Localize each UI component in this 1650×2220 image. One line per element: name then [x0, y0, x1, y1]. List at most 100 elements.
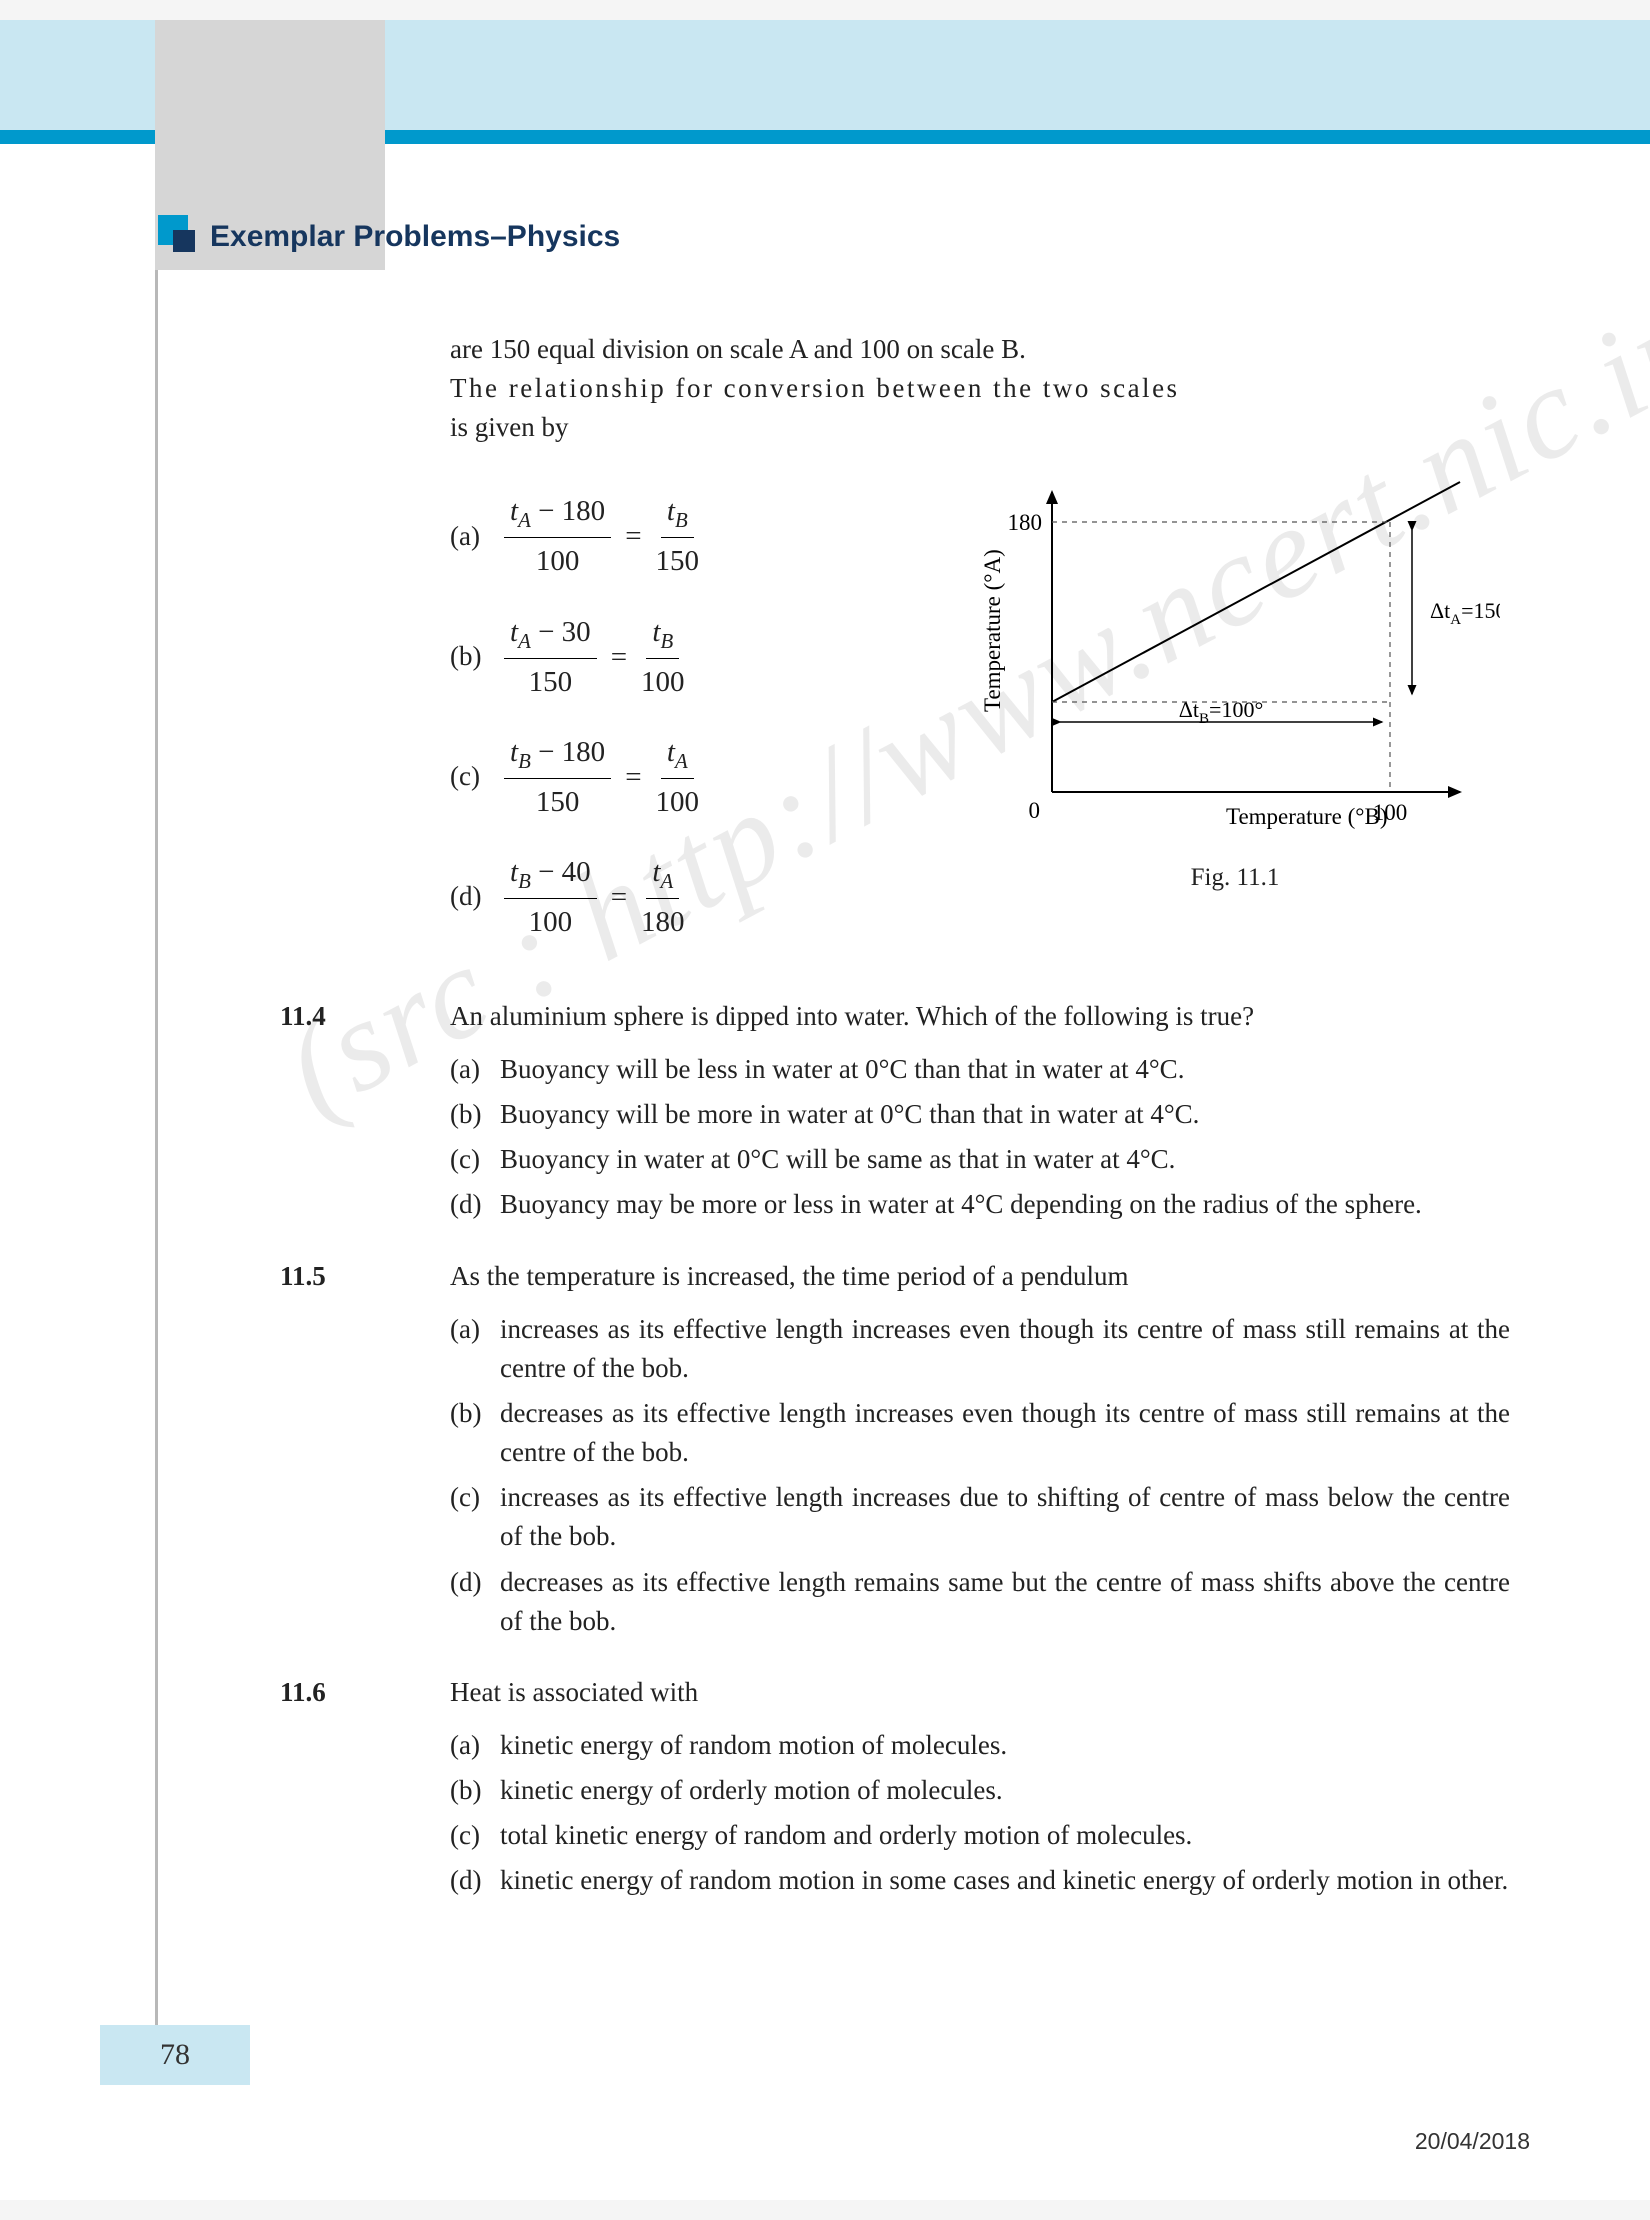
- question-11-5: 11.5 As the temperature is increased, th…: [280, 1257, 1510, 1647]
- page: Exemplar Problems–Physics (src : http://…: [0, 20, 1650, 2200]
- opt-label: (b): [450, 1095, 500, 1134]
- question-body: Heat is associated with (a)kinetic energ…: [450, 1673, 1510, 1907]
- opt-text: kinetic energy of random motion of molec…: [500, 1726, 1510, 1765]
- opt-b-sub2: B: [660, 628, 673, 652]
- opt-a-den2: 150: [656, 538, 700, 582]
- q115-opt-b: (b)decreases as its effective length inc…: [450, 1394, 1510, 1472]
- opt-text: Buoyancy will be less in water at 0°C th…: [500, 1050, 1510, 1089]
- opt-label: (c): [450, 1816, 500, 1855]
- question-stem: As the temperature is increased, the tim…: [450, 1257, 1510, 1296]
- opt-a-var2: t: [667, 495, 675, 527]
- q116-opt-a: (a)kinetic energy of random motion of mo…: [450, 1726, 1510, 1765]
- option-a-equation: tA − 180100 = tB150: [500, 490, 703, 582]
- opt-text: Buoyancy will be more in water at 0°C th…: [500, 1095, 1510, 1134]
- svg-text:Temperature (°B): Temperature (°B): [1226, 804, 1387, 829]
- option-b: (b) tA − 30150 = tB100: [450, 611, 960, 703]
- option-a-label: (a): [450, 517, 500, 556]
- opt-c-den2: 100: [656, 779, 700, 823]
- q114-opt-d: (d)Buoyancy may be more or less in water…: [450, 1185, 1510, 1224]
- opt-a-var1: t: [510, 495, 518, 527]
- opt-d-den2: 180: [641, 899, 685, 943]
- opt-a-den1: 100: [536, 538, 580, 582]
- option-c-label: (c): [450, 757, 500, 796]
- question-options: (a)kinetic energy of random motion of mo…: [450, 1726, 1510, 1901]
- svg-text:Temperature (°A): Temperature (°A): [980, 550, 1005, 713]
- q116-opt-c: (c)total kinetic energy of random and or…: [450, 1816, 1510, 1855]
- content-area: are 150 equal division on scale A and 10…: [280, 330, 1510, 1907]
- q116-opt-b: (b)kinetic energy of orderly motion of m…: [450, 1771, 1510, 1810]
- q114-opt-b: (b)Buoyancy will be more in water at 0°C…: [450, 1095, 1510, 1134]
- opt-label: (d): [450, 1563, 500, 1641]
- options-and-graph: (a) tA − 180100 = tB150 (b) tA − 30150 =…: [450, 472, 1510, 970]
- question-number: 11.4: [280, 997, 450, 1231]
- opt-c-var1: t: [510, 736, 518, 768]
- svg-text:0: 0: [1029, 798, 1041, 823]
- opt-a-sub1: A: [518, 508, 531, 532]
- intro-line1: are 150 equal division on scale A and 10…: [450, 330, 1510, 369]
- option-a: (a) tA − 180100 = tB150: [450, 490, 960, 582]
- opt-text: increases as its effective length increa…: [500, 1478, 1510, 1556]
- opt-label: (b): [450, 1394, 500, 1472]
- intro-line3: is given by: [450, 408, 1510, 447]
- temperature-graph: 1801000Temperature (°B)Temperature (°A)Δ…: [960, 472, 1500, 842]
- q113-options: (a) tA − 180100 = tB150 (b) tA − 30150 =…: [450, 472, 960, 970]
- opt-c-op1: − 180: [531, 736, 605, 768]
- option-b-label: (b): [450, 637, 500, 676]
- equals-icon: =: [625, 756, 641, 798]
- question-body: As the temperature is increased, the tim…: [450, 1257, 1510, 1647]
- equals-icon: =: [625, 515, 641, 557]
- opt-d-op1: − 40: [531, 856, 591, 888]
- opt-d-var1: t: [510, 856, 518, 888]
- opt-d-sub1: B: [518, 869, 531, 893]
- figure-caption: Fig. 11.1: [960, 860, 1510, 896]
- question-number: 11.6: [280, 1673, 450, 1907]
- q116-opt-d: (d)kinetic energy of random motion in so…: [450, 1861, 1510, 1900]
- footer-date: 20/04/2018: [1415, 2128, 1530, 2155]
- logo-square-navy: [173, 230, 195, 252]
- opt-text: increases as its effective length increa…: [500, 1310, 1510, 1388]
- question-11-6: 11.6 Heat is associated with (a)kinetic …: [280, 1673, 1510, 1907]
- option-c-equation: tB − 180150 = tA100: [500, 731, 703, 823]
- opt-c-sub2: A: [675, 748, 688, 772]
- question-11-4: 11.4 An aluminium sphere is dipped into …: [280, 997, 1510, 1231]
- question-stem: An aluminium sphere is dipped into water…: [450, 997, 1510, 1036]
- opt-a-sub2: B: [675, 508, 688, 532]
- equals-icon: =: [611, 636, 627, 678]
- question-number: 11.5: [280, 1257, 450, 1647]
- opt-a-op1: − 180: [531, 495, 605, 527]
- opt-label: (d): [450, 1861, 500, 1900]
- opt-label: (d): [450, 1185, 500, 1224]
- option-c: (c) tB − 180150 = tA100: [450, 731, 960, 823]
- opt-text: total kinetic energy of random and order…: [500, 1816, 1510, 1855]
- opt-label: (a): [450, 1310, 500, 1388]
- opt-c-den1: 150: [536, 779, 580, 823]
- question-stem: Heat is associated with: [450, 1673, 1510, 1712]
- opt-label: (c): [450, 1478, 500, 1556]
- q114-opt-a: (a)Buoyancy will be less in water at 0°C…: [450, 1050, 1510, 1089]
- header-title: Exemplar Problems–Physics: [210, 220, 620, 254]
- opt-c-sub1: B: [518, 748, 531, 772]
- opt-d-sub2: A: [660, 869, 673, 893]
- opt-d-den1: 100: [529, 899, 573, 943]
- option-d: (d) tB − 40100 = tA180: [450, 851, 960, 943]
- q115-opt-c: (c)increases as its effective length inc…: [450, 1478, 1510, 1556]
- opt-label: (a): [450, 1726, 500, 1765]
- q115-opt-a: (a)increases as its effective length inc…: [450, 1310, 1510, 1388]
- option-d-equation: tB − 40100 = tA180: [500, 851, 689, 943]
- q115-opt-d: (d)decreases as its effective length rem…: [450, 1563, 1510, 1641]
- equals-icon: =: [611, 876, 627, 918]
- opt-text: kinetic energy of orderly motion of mole…: [500, 1771, 1510, 1810]
- opt-b-op1: − 30: [531, 616, 591, 648]
- q114-opt-c: (c)Buoyancy in water at 0°C will be same…: [450, 1140, 1510, 1179]
- intro-line2: The relationship for conversion between …: [450, 369, 1510, 408]
- opt-text: Buoyancy may be more or less in water at…: [500, 1185, 1510, 1224]
- question-options: (a)increases as its effective length inc…: [450, 1310, 1510, 1641]
- opt-b-den2: 100: [641, 659, 685, 703]
- svg-text:180: 180: [1008, 510, 1043, 535]
- opt-c-var2: t: [667, 736, 675, 768]
- page-number: 78: [100, 2025, 250, 2085]
- opt-text: decreases as its effective length remain…: [500, 1563, 1510, 1641]
- graph-container: 1801000Temperature (°B)Temperature (°A)Δ…: [960, 472, 1510, 970]
- opt-b-den1: 150: [529, 659, 573, 703]
- opt-text: decreases as its effective length increa…: [500, 1394, 1510, 1472]
